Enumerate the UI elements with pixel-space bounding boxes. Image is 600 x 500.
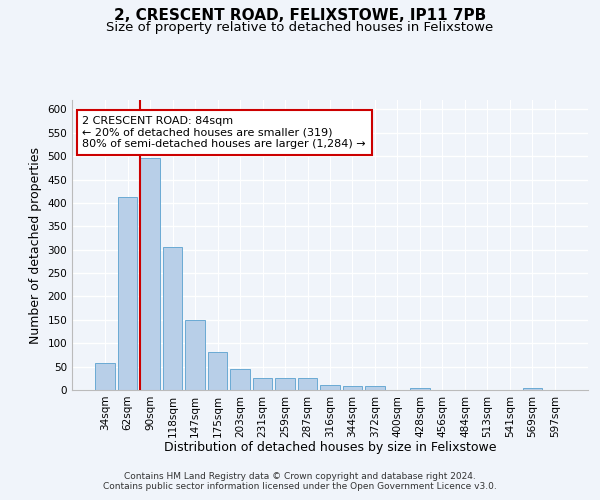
Text: Contains HM Land Registry data © Crown copyright and database right 2024.: Contains HM Land Registry data © Crown c… bbox=[124, 472, 476, 481]
Bar bbox=[140, 158, 160, 390]
Bar bbox=[275, 378, 295, 390]
Text: Size of property relative to detached houses in Felixstowe: Size of property relative to detached ho… bbox=[106, 21, 494, 34]
Text: 2 CRESCENT ROAD: 84sqm
← 20% of detached houses are smaller (319)
80% of semi-de: 2 CRESCENT ROAD: 84sqm ← 20% of detached… bbox=[82, 116, 366, 149]
Bar bbox=[253, 378, 272, 390]
Bar bbox=[230, 369, 250, 390]
Bar bbox=[208, 352, 227, 390]
Bar bbox=[523, 388, 542, 390]
Text: Contains public sector information licensed under the Open Government Licence v3: Contains public sector information licen… bbox=[103, 482, 497, 491]
Bar bbox=[95, 363, 115, 390]
Bar bbox=[343, 386, 362, 390]
Text: 2, CRESCENT ROAD, FELIXSTOWE, IP11 7PB: 2, CRESCENT ROAD, FELIXSTOWE, IP11 7PB bbox=[114, 8, 486, 22]
Bar bbox=[410, 388, 430, 390]
Bar bbox=[185, 320, 205, 390]
Bar bbox=[320, 386, 340, 390]
Bar bbox=[163, 247, 182, 390]
Bar bbox=[118, 198, 137, 390]
X-axis label: Distribution of detached houses by size in Felixstowe: Distribution of detached houses by size … bbox=[164, 441, 496, 454]
Bar bbox=[298, 378, 317, 390]
Bar bbox=[365, 386, 385, 390]
Y-axis label: Number of detached properties: Number of detached properties bbox=[29, 146, 42, 344]
